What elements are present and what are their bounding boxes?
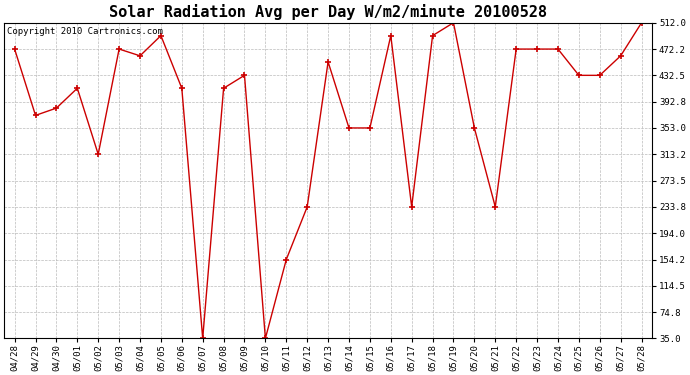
Title: Solar Radiation Avg per Day W/m2/minute 20100528: Solar Radiation Avg per Day W/m2/minute …	[109, 4, 547, 20]
Text: Copyright 2010 Cartronics.com: Copyright 2010 Cartronics.com	[8, 27, 164, 36]
